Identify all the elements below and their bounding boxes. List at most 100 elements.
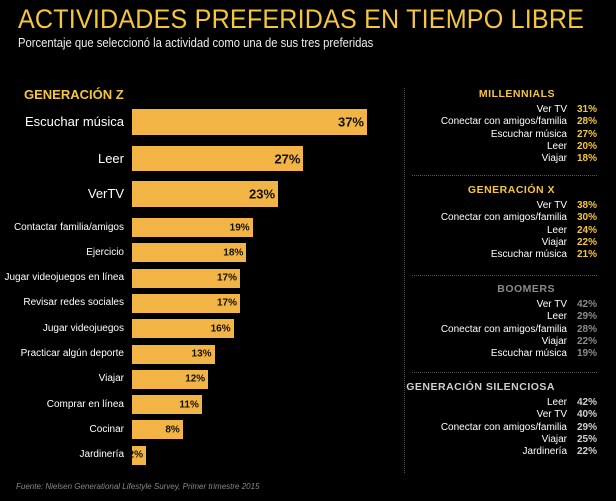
bar-value-label: 18% <box>223 247 244 259</box>
bar-row: Escuchar música 37% <box>0 109 400 135</box>
bar: 8% <box>132 420 183 440</box>
activity-value: 28% <box>577 323 598 335</box>
divider-horizontal <box>412 175 597 176</box>
bar-row: Contactar familia/amigos 19% <box>0 218 400 237</box>
bar-row: VerTV 23% <box>0 181 400 207</box>
activity-value: 29% <box>577 421 598 433</box>
activity-value: 22% <box>577 446 598 458</box>
bar: 2% <box>128 445 146 465</box>
divider-vertical <box>404 88 405 473</box>
activity-label: Viajar <box>541 153 567 165</box>
bar: 17% <box>132 293 240 313</box>
bar: 18% <box>132 243 247 263</box>
activity-value: 27% <box>577 128 598 140</box>
bar-value-label: 2% <box>128 449 143 461</box>
activity-value: 29% <box>577 311 598 323</box>
activity-value: 40% <box>577 409 598 421</box>
activity-label: Escuchar música <box>490 348 567 360</box>
activity-row: Ver TV 40% <box>405 409 605 421</box>
activity-value: 28% <box>577 116 598 128</box>
page-title: ACTIVIDADES PREFERIDAS EN TIEMPO LIBRE <box>18 4 585 34</box>
activity-label: Viajar <box>541 236 567 248</box>
activity-value: 22% <box>577 236 598 248</box>
activity-label: Ver TV <box>536 299 567 310</box>
bar-label: Ejercicio <box>86 246 124 258</box>
bar-label: Revisar redes sociales <box>23 297 124 309</box>
activity-value: 25% <box>577 433 598 445</box>
bar-row: Comprar en línea 11% <box>0 395 400 415</box>
bar: 19% <box>132 218 253 237</box>
generation-title: MILLENNIALS <box>478 88 555 100</box>
activity-label: Leer <box>546 224 567 236</box>
bar-value-label: 12% <box>185 373 206 385</box>
generation-panel: GENERACIÓN X Ver TV 38% Conectar con amigos… <box>405 184 605 261</box>
bar-label: Cocinar <box>89 423 124 435</box>
activity-value: 42% <box>577 397 598 408</box>
activity-value: 38% <box>577 200 598 211</box>
bar-label: Viajar <box>98 373 124 385</box>
activity-label: Leer <box>546 140 567 152</box>
bar-value-label: 37% <box>337 114 364 130</box>
activity-row: Ver TV 31% <box>405 104 605 116</box>
activity-label: Ver TV <box>536 200 567 211</box>
generation-title: GENERACIÓN SILENCIOSA <box>406 381 555 393</box>
bar-row: Jardinería 2% <box>0 445 400 465</box>
activity-row: Viajar 18% <box>405 153 605 165</box>
activity-row: Escuchar música 21% <box>405 249 605 261</box>
activity-value: 21% <box>577 249 598 261</box>
activity-label: Conectar con amigos/familia <box>440 116 567 128</box>
activity-row: Escuchar música 27% <box>405 129 605 141</box>
bar: 23% <box>132 181 279 207</box>
bar-label: Jardinería <box>79 449 124 461</box>
bar-label: Jugar videojuegos en línea <box>4 272 124 284</box>
activity-row: Viajar 22% <box>405 336 605 348</box>
activity-label: Conectar con amigos/familia <box>440 323 567 335</box>
bar-row: Jugar videojuegos en línea 17% <box>0 268 400 288</box>
generation-panel: GENERACIÓN SILENCIOSA Leer 42% Ver TV 40% Con… <box>405 381 605 458</box>
activity-label: Conectar con amigos/familia <box>440 212 567 224</box>
activity-row: Conectar con amigos/familia 29% <box>405 422 605 434</box>
bar-value-label: 16% <box>210 323 231 335</box>
activity-value: 30% <box>577 212 598 224</box>
bar: 16% <box>132 319 234 339</box>
divider-horizontal <box>412 372 597 373</box>
activity-label: Escuchar música <box>490 249 567 261</box>
bar-label: Contactar familia/amigos <box>13 221 124 233</box>
bar: 13% <box>132 344 215 364</box>
bar-row: Practicar algún deporte 13% <box>0 344 400 364</box>
activity-row: Conectar con amigos/familia 28% <box>405 116 605 128</box>
activity-row: Leer 42% <box>405 397 605 409</box>
bar-value-label: 23% <box>249 186 276 202</box>
activity-value: 31% <box>577 104 598 115</box>
activity-row: Leer 24% <box>405 225 605 237</box>
bar-label: Practicar algún deporte <box>20 348 124 359</box>
generation-panel: MILLENNIALS Ver TV 31% Conectar con amigos/… <box>405 88 605 165</box>
divider-horizontal <box>412 275 597 276</box>
activity-row: Conectar con amigos/familia 28% <box>405 324 605 336</box>
activity-value: 19% <box>577 348 598 360</box>
activity-label: Ver TV <box>536 409 567 421</box>
bar-row: Leer 27% <box>0 146 400 171</box>
bar-row: Viajar 12% <box>0 369 400 389</box>
bar-value-label: 8% <box>165 424 180 436</box>
genz-chart-title: GENERACIÓN Z <box>24 87 124 102</box>
activity-row: Jardinería 22% <box>405 446 605 458</box>
activity-row: Escuchar música 19% <box>405 348 605 360</box>
activity-row: Conectar con amigos/familia 30% <box>405 212 605 224</box>
bar-row: Cocinar 8% <box>0 420 400 440</box>
activity-label: Jardinería <box>522 446 567 458</box>
activity-label: Leer <box>546 397 567 408</box>
bar: 17% <box>132 268 240 288</box>
bar-row: Jugar videojuegos 16% <box>0 319 400 339</box>
activity-value: 20% <box>577 140 598 152</box>
bar-label: Jugar videojuegos <box>42 322 124 334</box>
page-subtitle: Porcentaje que seleccionó la actividad c… <box>18 36 374 50</box>
activity-row: Ver TV 42% <box>405 299 605 311</box>
activity-row: Leer 29% <box>405 311 605 323</box>
bar: 27% <box>132 146 304 171</box>
activity-value: 24% <box>577 224 598 236</box>
bar: 12% <box>132 369 209 389</box>
bar-value-label: 17% <box>216 297 237 309</box>
activity-row: Viajar 22% <box>405 237 605 249</box>
